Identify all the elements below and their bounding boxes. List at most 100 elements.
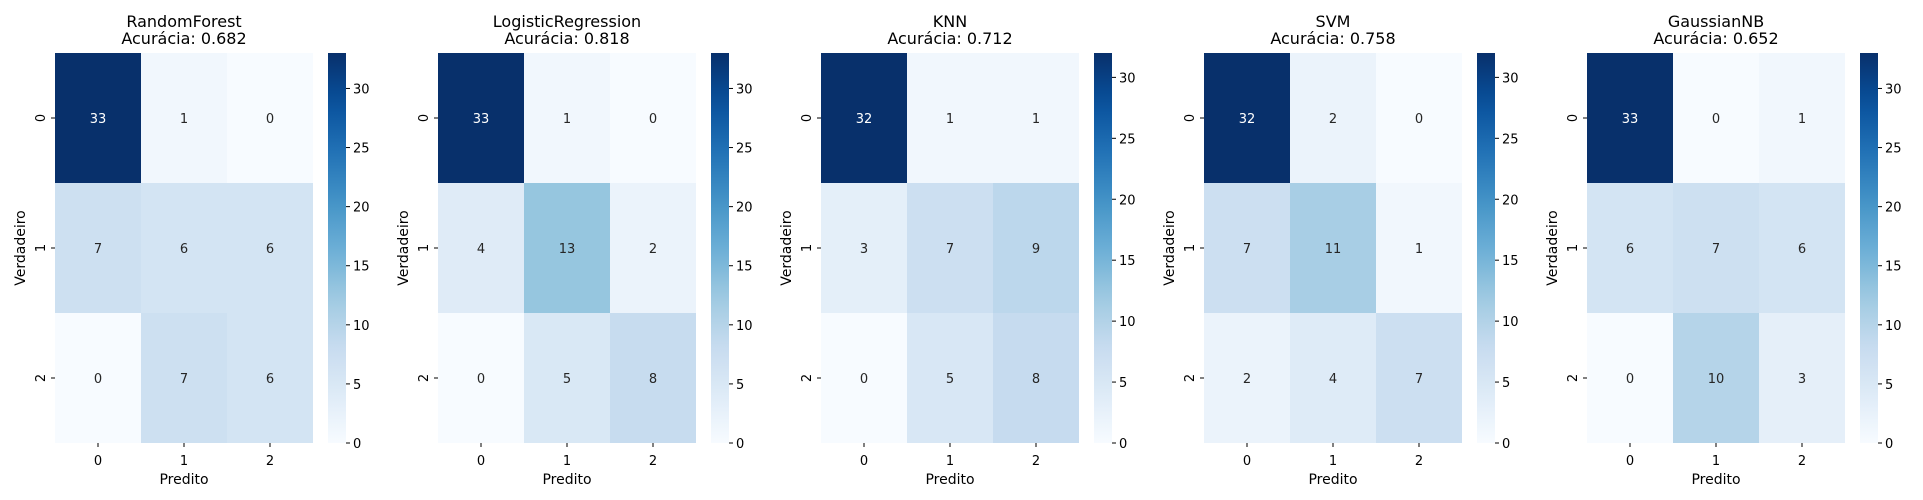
cell-value-label: 32 — [856, 112, 873, 127]
cell-value-label: 0 — [94, 372, 102, 387]
x-tick-label: 2 — [649, 454, 657, 469]
heatmap-cell — [993, 313, 1079, 443]
colorbar-tick-label: 5 — [1502, 376, 1510, 391]
heatmap-cell — [1290, 183, 1376, 313]
cell-value-label: 0 — [477, 372, 485, 387]
colorbar-tick-label: 20 — [1502, 193, 1519, 208]
colorbar-tick-label: 15 — [1119, 254, 1136, 269]
cell-value-label: 7 — [1243, 242, 1251, 257]
chart-subtitle: Acurácia: 0.818 — [504, 29, 629, 48]
heatmap-cell — [907, 53, 993, 183]
colorbar-tick-label: 20 — [1119, 193, 1136, 208]
y-tick-label: 0 — [34, 114, 49, 122]
x-tick-label: 1 — [946, 454, 954, 469]
y-tick-label: 1 — [1566, 244, 1581, 252]
y-tick-label: 1 — [417, 244, 432, 252]
colorbar-tick-label: 10 — [1502, 315, 1519, 330]
colorbar-tick-label: 10 — [353, 319, 370, 334]
cell-value-label: 0 — [1626, 372, 1634, 387]
colorbar-tick-label: 20 — [736, 201, 753, 216]
colorbar-tick-label: 5 — [1119, 376, 1127, 391]
cell-value-label: 6 — [266, 372, 274, 387]
heatmap-cell — [907, 183, 993, 313]
heatmap-cell — [524, 313, 610, 443]
heatmap-cell — [55, 53, 141, 183]
cell-value-label: 7 — [1712, 242, 1720, 257]
chart-subtitle: Acurácia: 0.712 — [887, 29, 1012, 48]
cell-value-label: 7 — [180, 372, 188, 387]
y-tick-label: 0 — [800, 114, 815, 122]
cell-value-label: 0 — [1415, 112, 1423, 127]
heatmap-cell — [524, 53, 610, 183]
heatmap-cell — [993, 53, 1079, 183]
cell-value-label: 2 — [649, 242, 657, 257]
chart-title: SVM — [1316, 12, 1351, 31]
heatmap-cell — [1376, 313, 1462, 443]
heatmap-cell — [55, 313, 141, 443]
heatmap-cell — [1587, 313, 1673, 443]
colorbar-tick-label: 30 — [353, 82, 370, 97]
y-axis-label: Verdadeiro — [1162, 210, 1178, 285]
cell-value-label: 0 — [860, 372, 868, 387]
colorbar-tick-label: 5 — [353, 378, 361, 393]
y-tick-label: 2 — [1566, 374, 1581, 382]
heatmap-cell — [993, 183, 1079, 313]
x-tick-label: 2 — [1798, 454, 1806, 469]
colorbar-tick-label: 30 — [1885, 82, 1902, 97]
heatmap-cell — [227, 313, 313, 443]
cell-value-label: 2 — [1243, 372, 1251, 387]
x-tick-label: 2 — [1415, 454, 1423, 469]
cell-value-label: 13 — [559, 242, 576, 257]
colorbar-tick-label: 10 — [1119, 315, 1136, 330]
x-tick-label: 0 — [860, 454, 868, 469]
heatmap-cell — [1587, 53, 1673, 183]
heatmap-cell — [1290, 53, 1376, 183]
heatmap-cell — [610, 313, 696, 443]
heatmap-cell — [1204, 183, 1290, 313]
cell-value-label: 10 — [1708, 372, 1725, 387]
colorbar-tick-label: 10 — [736, 319, 753, 334]
chart-title: KNN — [933, 12, 967, 31]
colorbar-tick-label: 25 — [1502, 132, 1519, 147]
x-tick-label: 0 — [1243, 454, 1251, 469]
colorbar-tick-label: 30 — [1502, 71, 1519, 86]
colorbar-tick-label: 0 — [736, 437, 744, 452]
cell-value-label: 0 — [1712, 112, 1720, 127]
cell-value-label: 5 — [946, 372, 954, 387]
y-tick-label: 2 — [34, 374, 49, 382]
heatmap-cell — [1376, 183, 1462, 313]
cell-value-label: 7 — [94, 242, 102, 257]
x-tick-label: 0 — [477, 454, 485, 469]
cell-value-label: 7 — [946, 242, 954, 257]
heatmap-cell — [141, 313, 227, 443]
colorbar-tick-label: 15 — [1502, 254, 1519, 269]
cell-value-label: 3 — [1798, 372, 1806, 387]
cell-value-label: 33 — [90, 112, 107, 127]
heatmap-cell — [1673, 183, 1759, 313]
x-tick-label: 1 — [180, 454, 188, 469]
heatmap-cell — [821, 53, 907, 183]
y-tick-label: 0 — [417, 114, 432, 122]
cell-value-label: 8 — [649, 372, 657, 387]
y-tick-label: 0 — [1566, 114, 1581, 122]
colorbar — [1477, 53, 1495, 443]
cell-value-label: 7 — [1415, 372, 1423, 387]
cell-value-label: 2 — [1329, 112, 1337, 127]
x-axis-label: Predito — [159, 472, 208, 488]
x-axis-label: Predito — [1691, 472, 1740, 488]
y-tick-label: 2 — [417, 374, 432, 382]
y-tick-label: 1 — [34, 244, 49, 252]
colorbar — [1094, 53, 1112, 443]
heatmap-cell — [1673, 53, 1759, 183]
colorbar-tick-label: 25 — [353, 142, 370, 157]
x-axis-label: Predito — [1308, 472, 1357, 488]
heatmap-cell — [141, 183, 227, 313]
x-axis-label: Predito — [925, 472, 974, 488]
heatmap-cell — [1376, 53, 1462, 183]
colorbar-tick-label: 5 — [1885, 378, 1893, 393]
y-axis-label: Verdadeiro — [779, 210, 795, 285]
